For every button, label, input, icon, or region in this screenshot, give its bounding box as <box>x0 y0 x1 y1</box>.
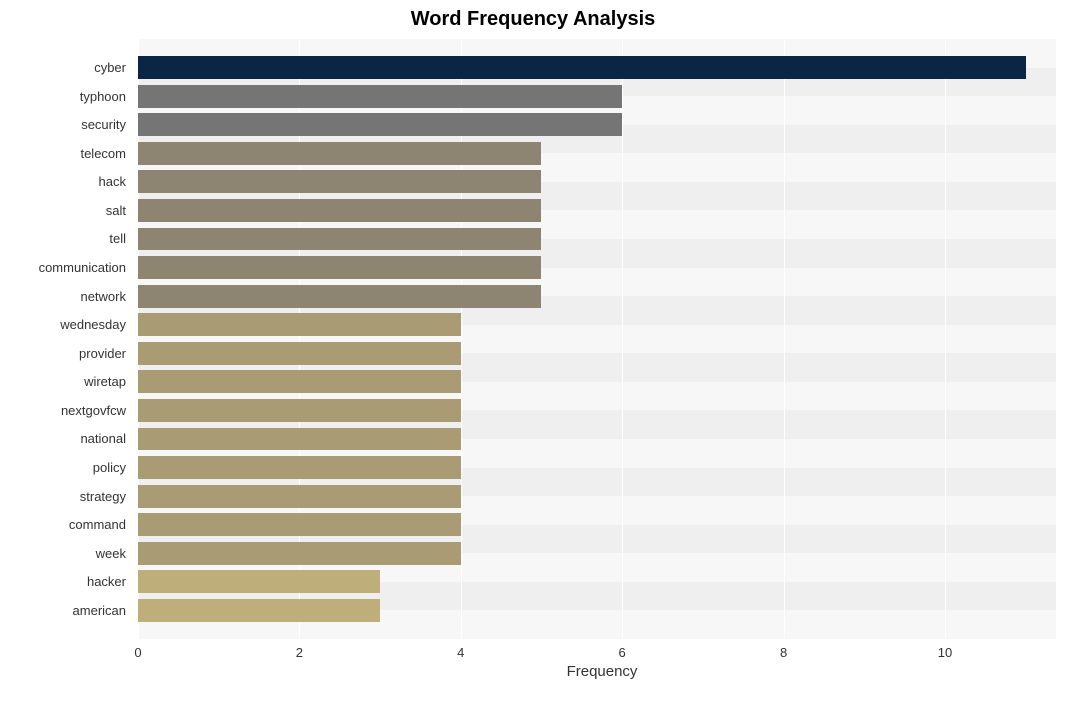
bar <box>138 313 461 336</box>
bars-layer <box>138 39 1056 639</box>
y-tick-label: national <box>10 428 132 451</box>
y-tick-label: network <box>10 285 132 308</box>
x-tick-label: 0 <box>134 645 141 660</box>
x-axis: 0246810 Frequency <box>138 639 1066 679</box>
bar-fill <box>138 85 622 108</box>
y-tick-label: security <box>10 113 132 136</box>
chart-title: Word Frequency Analysis <box>10 8 1056 31</box>
bar <box>138 342 461 365</box>
bar-fill <box>138 542 461 565</box>
bar <box>138 199 541 222</box>
bar-fill <box>138 142 541 165</box>
bar <box>138 542 461 565</box>
y-tick-label: provider <box>10 342 132 365</box>
bar-fill <box>138 113 622 136</box>
bar <box>138 256 541 279</box>
bar <box>138 228 541 251</box>
y-tick-label: hacker <box>10 570 132 593</box>
x-tick-label: 2 <box>296 645 303 660</box>
bar <box>138 513 461 536</box>
y-tick-label: hack <box>10 170 132 193</box>
word-frequency-chart: Word Frequency Analysis cyber typhoon secu… <box>0 0 1066 701</box>
bar-fill <box>138 342 461 365</box>
y-tick-label: communication <box>10 256 132 279</box>
bar-fill <box>138 170 541 193</box>
bar <box>138 570 380 593</box>
y-tick-label: command <box>10 513 132 536</box>
bar-fill <box>138 313 461 336</box>
y-axis-labels: cyber typhoon security telecom hack salt tell c… <box>10 39 138 639</box>
x-tick-label: 10 <box>938 645 952 660</box>
bar <box>138 370 461 393</box>
bar-fill <box>138 513 461 536</box>
bar-fill <box>138 228 541 251</box>
bar-fill <box>138 199 541 222</box>
y-tick-label: telecom <box>10 142 132 165</box>
bar-fill <box>138 399 461 422</box>
bar <box>138 142 541 165</box>
y-tick-label: week <box>10 542 132 565</box>
bar <box>138 485 461 508</box>
x-tick-label: 4 <box>457 645 464 660</box>
bar <box>138 399 461 422</box>
bar-fill <box>138 485 461 508</box>
y-tick-label: salt <box>10 199 132 222</box>
bar <box>138 113 622 136</box>
y-tick-label: wiretap <box>10 370 132 393</box>
bar-fill <box>138 56 1026 79</box>
y-tick-label: american <box>10 599 132 622</box>
bar <box>138 285 541 308</box>
x-tick-label: 6 <box>619 645 626 660</box>
plot-area <box>138 39 1056 639</box>
x-tick-label: 8 <box>780 645 787 660</box>
y-tick-label: tell <box>10 228 132 251</box>
bar <box>138 85 622 108</box>
bar <box>138 170 541 193</box>
bar-fill <box>138 570 380 593</box>
bar-fill <box>138 370 461 393</box>
y-tick-label: strategy <box>10 485 132 508</box>
y-tick-label: policy <box>10 456 132 479</box>
bar <box>138 428 461 451</box>
y-tick-label: cyber <box>10 56 132 79</box>
y-tick-label: nextgovfcw <box>10 399 132 422</box>
bar-fill <box>138 256 541 279</box>
bar-fill <box>138 456 461 479</box>
bar <box>138 56 1026 79</box>
bar-fill <box>138 428 461 451</box>
bar-fill <box>138 599 380 622</box>
bar <box>138 599 380 622</box>
y-tick-label: typhoon <box>10 85 132 108</box>
bar-fill <box>138 285 541 308</box>
x-axis-label: Frequency <box>567 663 638 680</box>
bar <box>138 456 461 479</box>
y-tick-label: wednesday <box>10 313 132 336</box>
plot-container: cyber typhoon security telecom hack salt tell c… <box>10 39 1056 639</box>
